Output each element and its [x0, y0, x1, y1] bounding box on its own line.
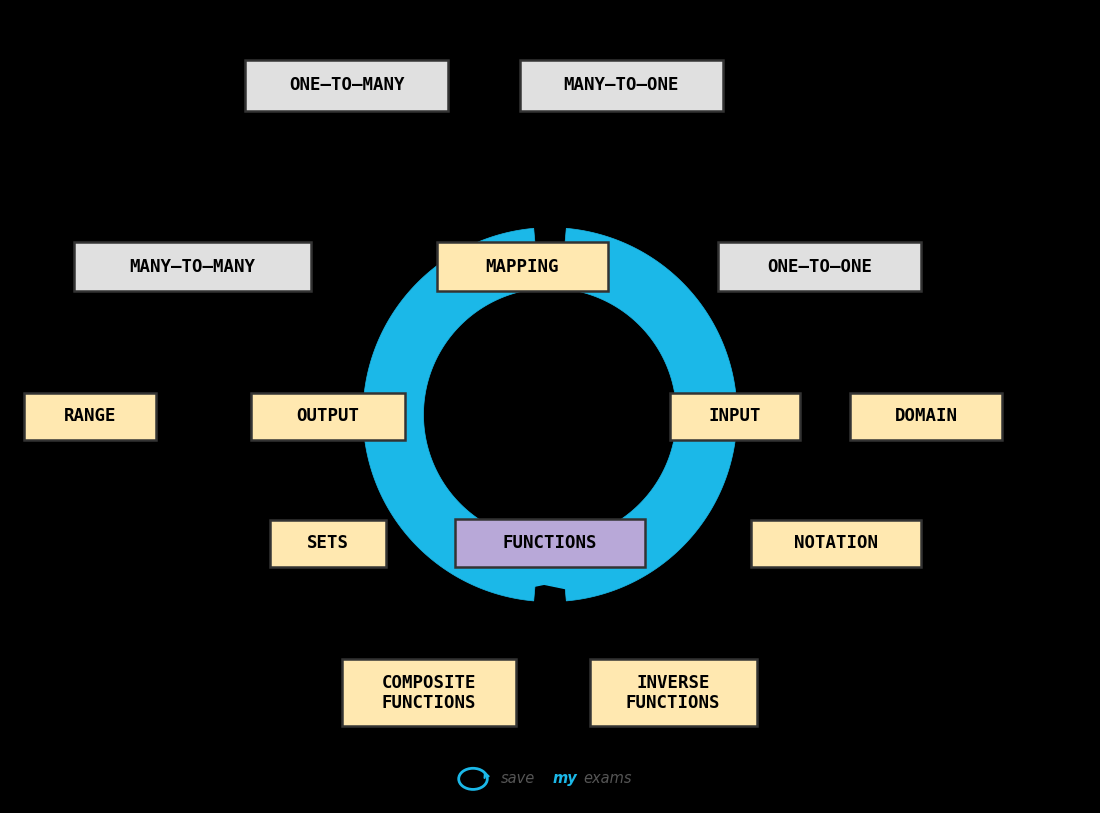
- Text: my: my: [552, 772, 578, 786]
- Text: COMPOSITE
FUNCTIONS: COMPOSITE FUNCTIONS: [382, 674, 476, 711]
- FancyBboxPatch shape: [750, 520, 922, 567]
- FancyBboxPatch shape: [850, 393, 1002, 440]
- FancyBboxPatch shape: [670, 393, 800, 440]
- FancyBboxPatch shape: [437, 242, 607, 291]
- Text: SETS: SETS: [307, 534, 349, 552]
- FancyBboxPatch shape: [717, 242, 921, 291]
- FancyBboxPatch shape: [519, 60, 724, 111]
- Polygon shape: [531, 541, 593, 594]
- Text: exams: exams: [583, 772, 631, 786]
- FancyBboxPatch shape: [590, 659, 757, 726]
- Text: FUNCTIONS: FUNCTIONS: [503, 534, 597, 552]
- PathPatch shape: [363, 228, 539, 601]
- FancyBboxPatch shape: [24, 393, 156, 440]
- Polygon shape: [503, 539, 563, 593]
- Text: MANY–TO–MANY: MANY–TO–MANY: [130, 258, 255, 276]
- Text: NOTATION: NOTATION: [794, 534, 878, 552]
- Text: ONE–TO–MANY: ONE–TO–MANY: [288, 76, 405, 94]
- Text: MANY–TO–ONE: MANY–TO–ONE: [563, 76, 679, 94]
- FancyBboxPatch shape: [251, 393, 405, 440]
- Polygon shape: [468, 233, 525, 288]
- FancyBboxPatch shape: [342, 659, 516, 726]
- Text: save: save: [500, 772, 535, 786]
- Text: OUTPUT: OUTPUT: [296, 407, 360, 425]
- FancyBboxPatch shape: [74, 242, 310, 291]
- Text: INPUT: INPUT: [708, 407, 761, 425]
- FancyBboxPatch shape: [271, 520, 385, 567]
- Text: DOMAIN: DOMAIN: [894, 407, 958, 425]
- PathPatch shape: [561, 228, 737, 601]
- Text: MAPPING: MAPPING: [486, 258, 559, 276]
- Text: RANGE: RANGE: [64, 407, 117, 425]
- FancyBboxPatch shape: [244, 60, 449, 111]
- Polygon shape: [570, 232, 627, 287]
- Text: INVERSE
FUNCTIONS: INVERSE FUNCTIONS: [626, 674, 720, 711]
- FancyBboxPatch shape: [455, 519, 645, 567]
- Text: ONE–TO–ONE: ONE–TO–ONE: [767, 258, 872, 276]
